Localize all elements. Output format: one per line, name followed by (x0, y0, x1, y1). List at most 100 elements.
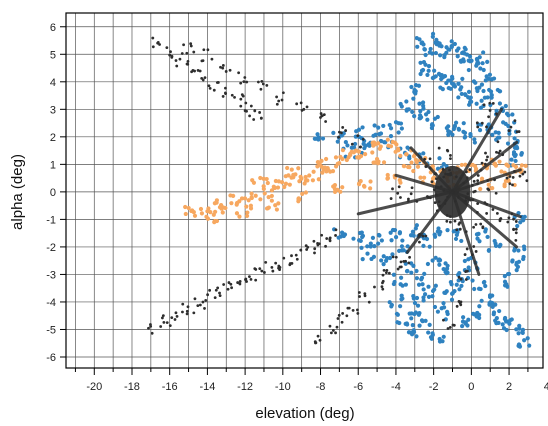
data-point (502, 274, 507, 279)
data-point (497, 135, 502, 140)
x-tick-label: 0 (468, 381, 474, 393)
data-point (476, 179, 480, 183)
data-point (338, 130, 341, 134)
data-point (448, 220, 452, 224)
x-tick-label: -18 (124, 381, 140, 393)
data-point (470, 278, 475, 283)
data-point (496, 140, 500, 144)
data-point (420, 319, 425, 324)
data-point (516, 248, 521, 253)
data-point (503, 103, 508, 109)
data-point (415, 164, 421, 169)
data-point (149, 323, 152, 326)
data-point (224, 70, 228, 73)
data-point (421, 298, 426, 303)
data-point (183, 204, 188, 210)
data-point (174, 311, 178, 315)
data-point (381, 254, 386, 259)
data-point (440, 75, 446, 80)
data-point (421, 60, 427, 65)
data-point (515, 264, 521, 270)
data-point (230, 286, 234, 290)
data-point (151, 45, 155, 49)
data-point (460, 50, 465, 56)
data-point (507, 321, 512, 326)
data-point (369, 256, 374, 262)
x-ticks: -20 -18 -16 -14 -12 -10 -8 -6 -4 -2 0 2 4 (74, 368, 548, 393)
dense-ray (451, 107, 504, 194)
data-point (251, 180, 257, 185)
data-point (360, 234, 365, 240)
data-point (424, 234, 428, 238)
data-point (407, 197, 410, 201)
data-point (244, 204, 249, 209)
data-point (169, 50, 172, 54)
data-point (420, 100, 426, 105)
data-point (359, 245, 364, 250)
data-point (459, 277, 463, 281)
data-point (147, 326, 150, 330)
data-point (499, 169, 504, 174)
data-point (320, 170, 325, 175)
data-point (237, 214, 242, 219)
data-point (521, 172, 525, 176)
data-point (394, 255, 398, 259)
data-point (218, 294, 222, 298)
data-point (237, 71, 241, 75)
data-point (279, 180, 285, 185)
data-point (206, 206, 211, 211)
data-point (365, 244, 370, 249)
data-point (413, 226, 418, 231)
data-point (275, 102, 279, 106)
data-point (497, 308, 502, 314)
data-point (191, 68, 195, 72)
x-tick-label: 4 (544, 381, 548, 393)
data-point (269, 193, 274, 199)
data-point (426, 284, 431, 289)
data-point (218, 291, 221, 295)
data-point (335, 139, 340, 144)
data-point (525, 179, 529, 183)
data-point (387, 255, 393, 261)
data-point (487, 300, 492, 306)
data-point (217, 205, 223, 210)
data-point (258, 197, 263, 202)
data-point (281, 91, 285, 95)
data-point (476, 174, 480, 177)
data-point (196, 304, 200, 308)
data-point (424, 236, 430, 242)
dense-ray (451, 140, 519, 194)
data-point (260, 269, 264, 273)
data-point (513, 158, 518, 164)
data-point (358, 295, 361, 298)
data-point (442, 55, 447, 60)
data-point (454, 120, 459, 125)
data-point (346, 155, 351, 160)
data-point (497, 159, 502, 164)
data-point (520, 329, 525, 334)
data-point (193, 297, 197, 301)
data-point (489, 92, 494, 98)
data-point (285, 165, 290, 171)
dense-ray (451, 168, 522, 194)
y-tick-label: 4 (50, 77, 56, 89)
data-point (391, 187, 394, 191)
data-point (353, 141, 358, 147)
data-point (512, 145, 518, 151)
x-tick-label: -16 (162, 381, 178, 393)
data-point (150, 331, 154, 335)
data-point (451, 83, 456, 88)
data-point (296, 166, 301, 171)
data-point (510, 259, 515, 264)
data-point (427, 244, 432, 249)
data-point (175, 64, 179, 68)
data-point (426, 294, 432, 300)
data-point (407, 311, 412, 316)
data-point (320, 233, 324, 237)
data-point (226, 287, 230, 291)
data-point (357, 238, 362, 243)
data-point (185, 51, 189, 55)
data-point (514, 267, 519, 273)
data-point (378, 144, 383, 149)
data-point (413, 310, 418, 315)
